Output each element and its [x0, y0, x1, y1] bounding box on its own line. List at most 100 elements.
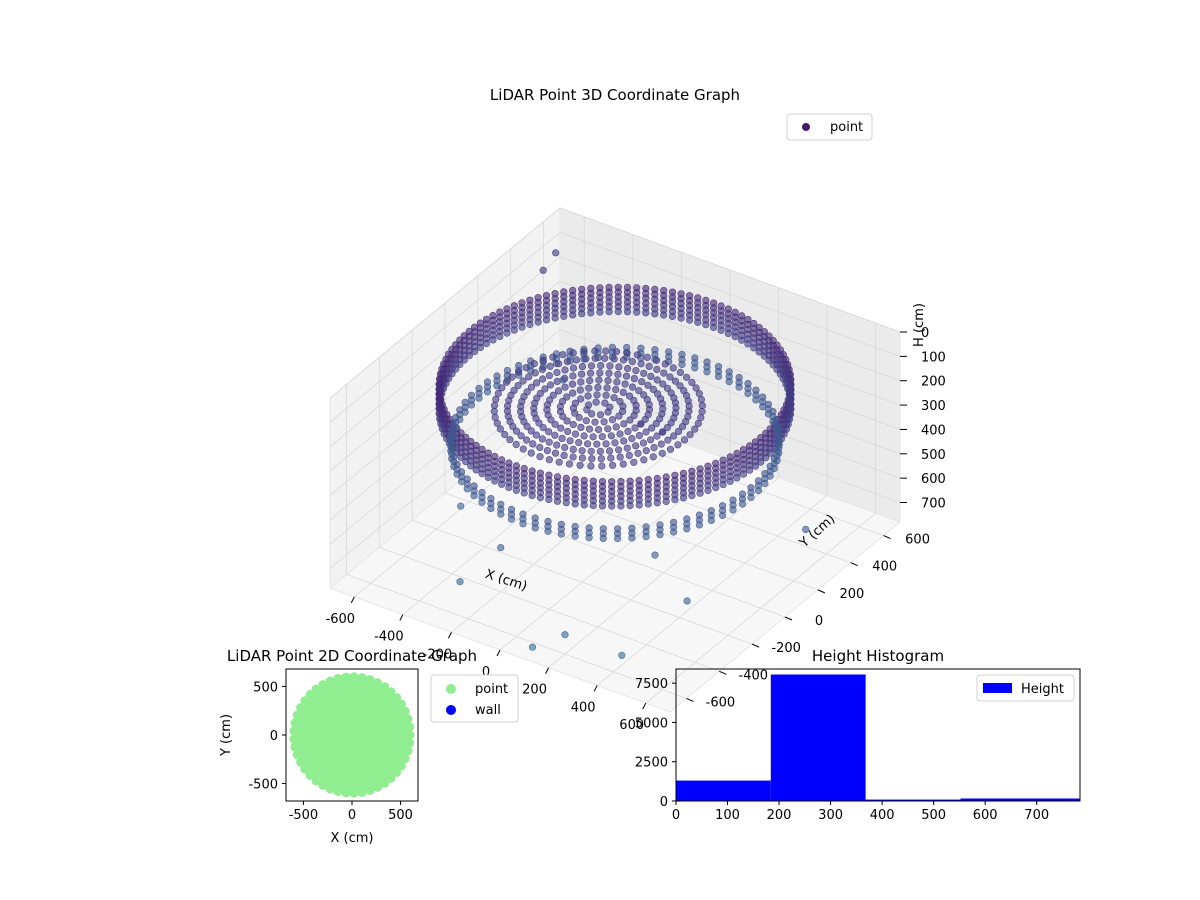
chart-3d-point [674, 427, 683, 436]
chart-3d-point [582, 417, 590, 425]
chart-3d-grid-z [329, 305, 561, 496]
chart-3d-point [802, 525, 810, 534]
chart-3d-point [528, 643, 537, 651]
chart-3d-point [545, 456, 553, 464]
chart-3d-point [489, 336, 497, 344]
chart-histogram-legend-box [976, 674, 1075, 702]
chart-3d-point [582, 355, 590, 363]
chart-3d-point [543, 447, 552, 455]
chart-3d-point [546, 381, 555, 389]
chart-3d-point [621, 380, 629, 388]
chart-3d-point [653, 390, 662, 398]
chart-3d-point [522, 436, 531, 444]
chart-3d-point [541, 385, 549, 393]
chart-3d-point [651, 551, 659, 559]
chart-3d-point [688, 378, 696, 387]
chart-3d-point [596, 411, 605, 419]
chart-3d-point [558, 434, 566, 443]
chart-2d-point [349, 672, 359, 682]
chart-2d-point [290, 742, 300, 752]
chart-3d-ytick-label: -400 [739, 668, 769, 683]
chart-2d-point [365, 675, 375, 685]
chart-3d-ytick [817, 589, 826, 594]
chart-3d-point [607, 432, 616, 440]
chart-3d-point [712, 484, 720, 492]
chart-3d-point [532, 431, 541, 439]
chart-3d-point [483, 388, 492, 396]
chart-2d-point [386, 687, 396, 697]
chart-3d-point [587, 309, 595, 317]
chart-2d-point [396, 761, 406, 771]
chart-3d-point [613, 534, 622, 543]
chart-3d-point [551, 314, 559, 322]
chart-3d-point [530, 360, 538, 368]
chart-3d-point [588, 455, 596, 463]
chart-3d-point [510, 386, 518, 395]
chart-3d-point [666, 373, 674, 381]
chart-2d-point [392, 693, 402, 703]
chart-3d-point [646, 436, 655, 444]
chart-3d-point [571, 532, 579, 540]
chart-2d-point [318, 780, 328, 790]
chart-3d-point [739, 470, 748, 478]
chart-3d-point [660, 311, 668, 319]
chart-3d-point [683, 525, 691, 533]
chart-3d-point [718, 511, 727, 520]
chart-3d-point [620, 437, 628, 445]
chart-3d-point [498, 384, 506, 392]
chart-3d-point [561, 443, 569, 452]
chart-3d-point [572, 356, 581, 364]
chart-3d-point [501, 430, 509, 439]
chart-3d-point [467, 401, 476, 409]
chart-3d-point [569, 421, 577, 429]
chart-2d-point [357, 673, 367, 683]
chart-3d-point [773, 457, 781, 465]
chart-3d-point [671, 496, 679, 504]
chart-3d-point [487, 504, 495, 513]
chart-3d-point [619, 388, 627, 397]
chart-2d-point [396, 699, 406, 709]
chart-2d-point [290, 718, 300, 728]
chart-3d-point [704, 486, 712, 495]
chart-3d-point [577, 370, 586, 378]
chart-3d-point [659, 380, 667, 388]
chart-3d-point [586, 369, 595, 377]
chart-3d-point [625, 392, 634, 400]
chart-3d-point [606, 403, 614, 411]
chart-3d-point [551, 420, 559, 428]
chart-3d-point [602, 347, 610, 355]
chart-3d-point [561, 631, 569, 639]
chart-3d-point [519, 520, 527, 528]
chart-3d-point [765, 356, 773, 365]
chart-3d-xtick [545, 667, 550, 674]
chart-3d-point [697, 414, 705, 422]
chart-3d-point [707, 516, 715, 525]
chart-3d-point [591, 347, 599, 355]
chart-3d-point [637, 420, 645, 428]
chart-2d-point [380, 682, 390, 692]
chart-3d-ytick [784, 616, 793, 621]
chart-3d-point [631, 424, 639, 432]
chart-3d-point [607, 454, 615, 462]
chart-3d-point [668, 312, 677, 321]
chart-3d-point [691, 364, 699, 372]
chart-3d-xtick [447, 632, 452, 639]
chart-3d-point [525, 373, 533, 381]
chart-3d-point [538, 435, 547, 443]
chart-3d-point [630, 396, 638, 405]
chart-3d-point [563, 358, 571, 366]
chart-3d-point [628, 383, 637, 391]
chart-3d-point [662, 497, 670, 506]
chart-3d-point [764, 410, 773, 418]
chart-histogram-ytick-label: 0 [660, 795, 668, 810]
chart-3d-point [560, 312, 568, 320]
chart-3d-point [620, 420, 628, 428]
chart-3d-point [671, 377, 680, 385]
chart-3d-point [553, 368, 561, 377]
chart-3d-point [653, 365, 661, 374]
chart-3d-point [539, 356, 547, 364]
chart-3d-point [549, 391, 558, 399]
chart-3d-point [658, 449, 666, 457]
chart-3d-point [542, 316, 551, 324]
chart-3d-point [457, 502, 465, 510]
